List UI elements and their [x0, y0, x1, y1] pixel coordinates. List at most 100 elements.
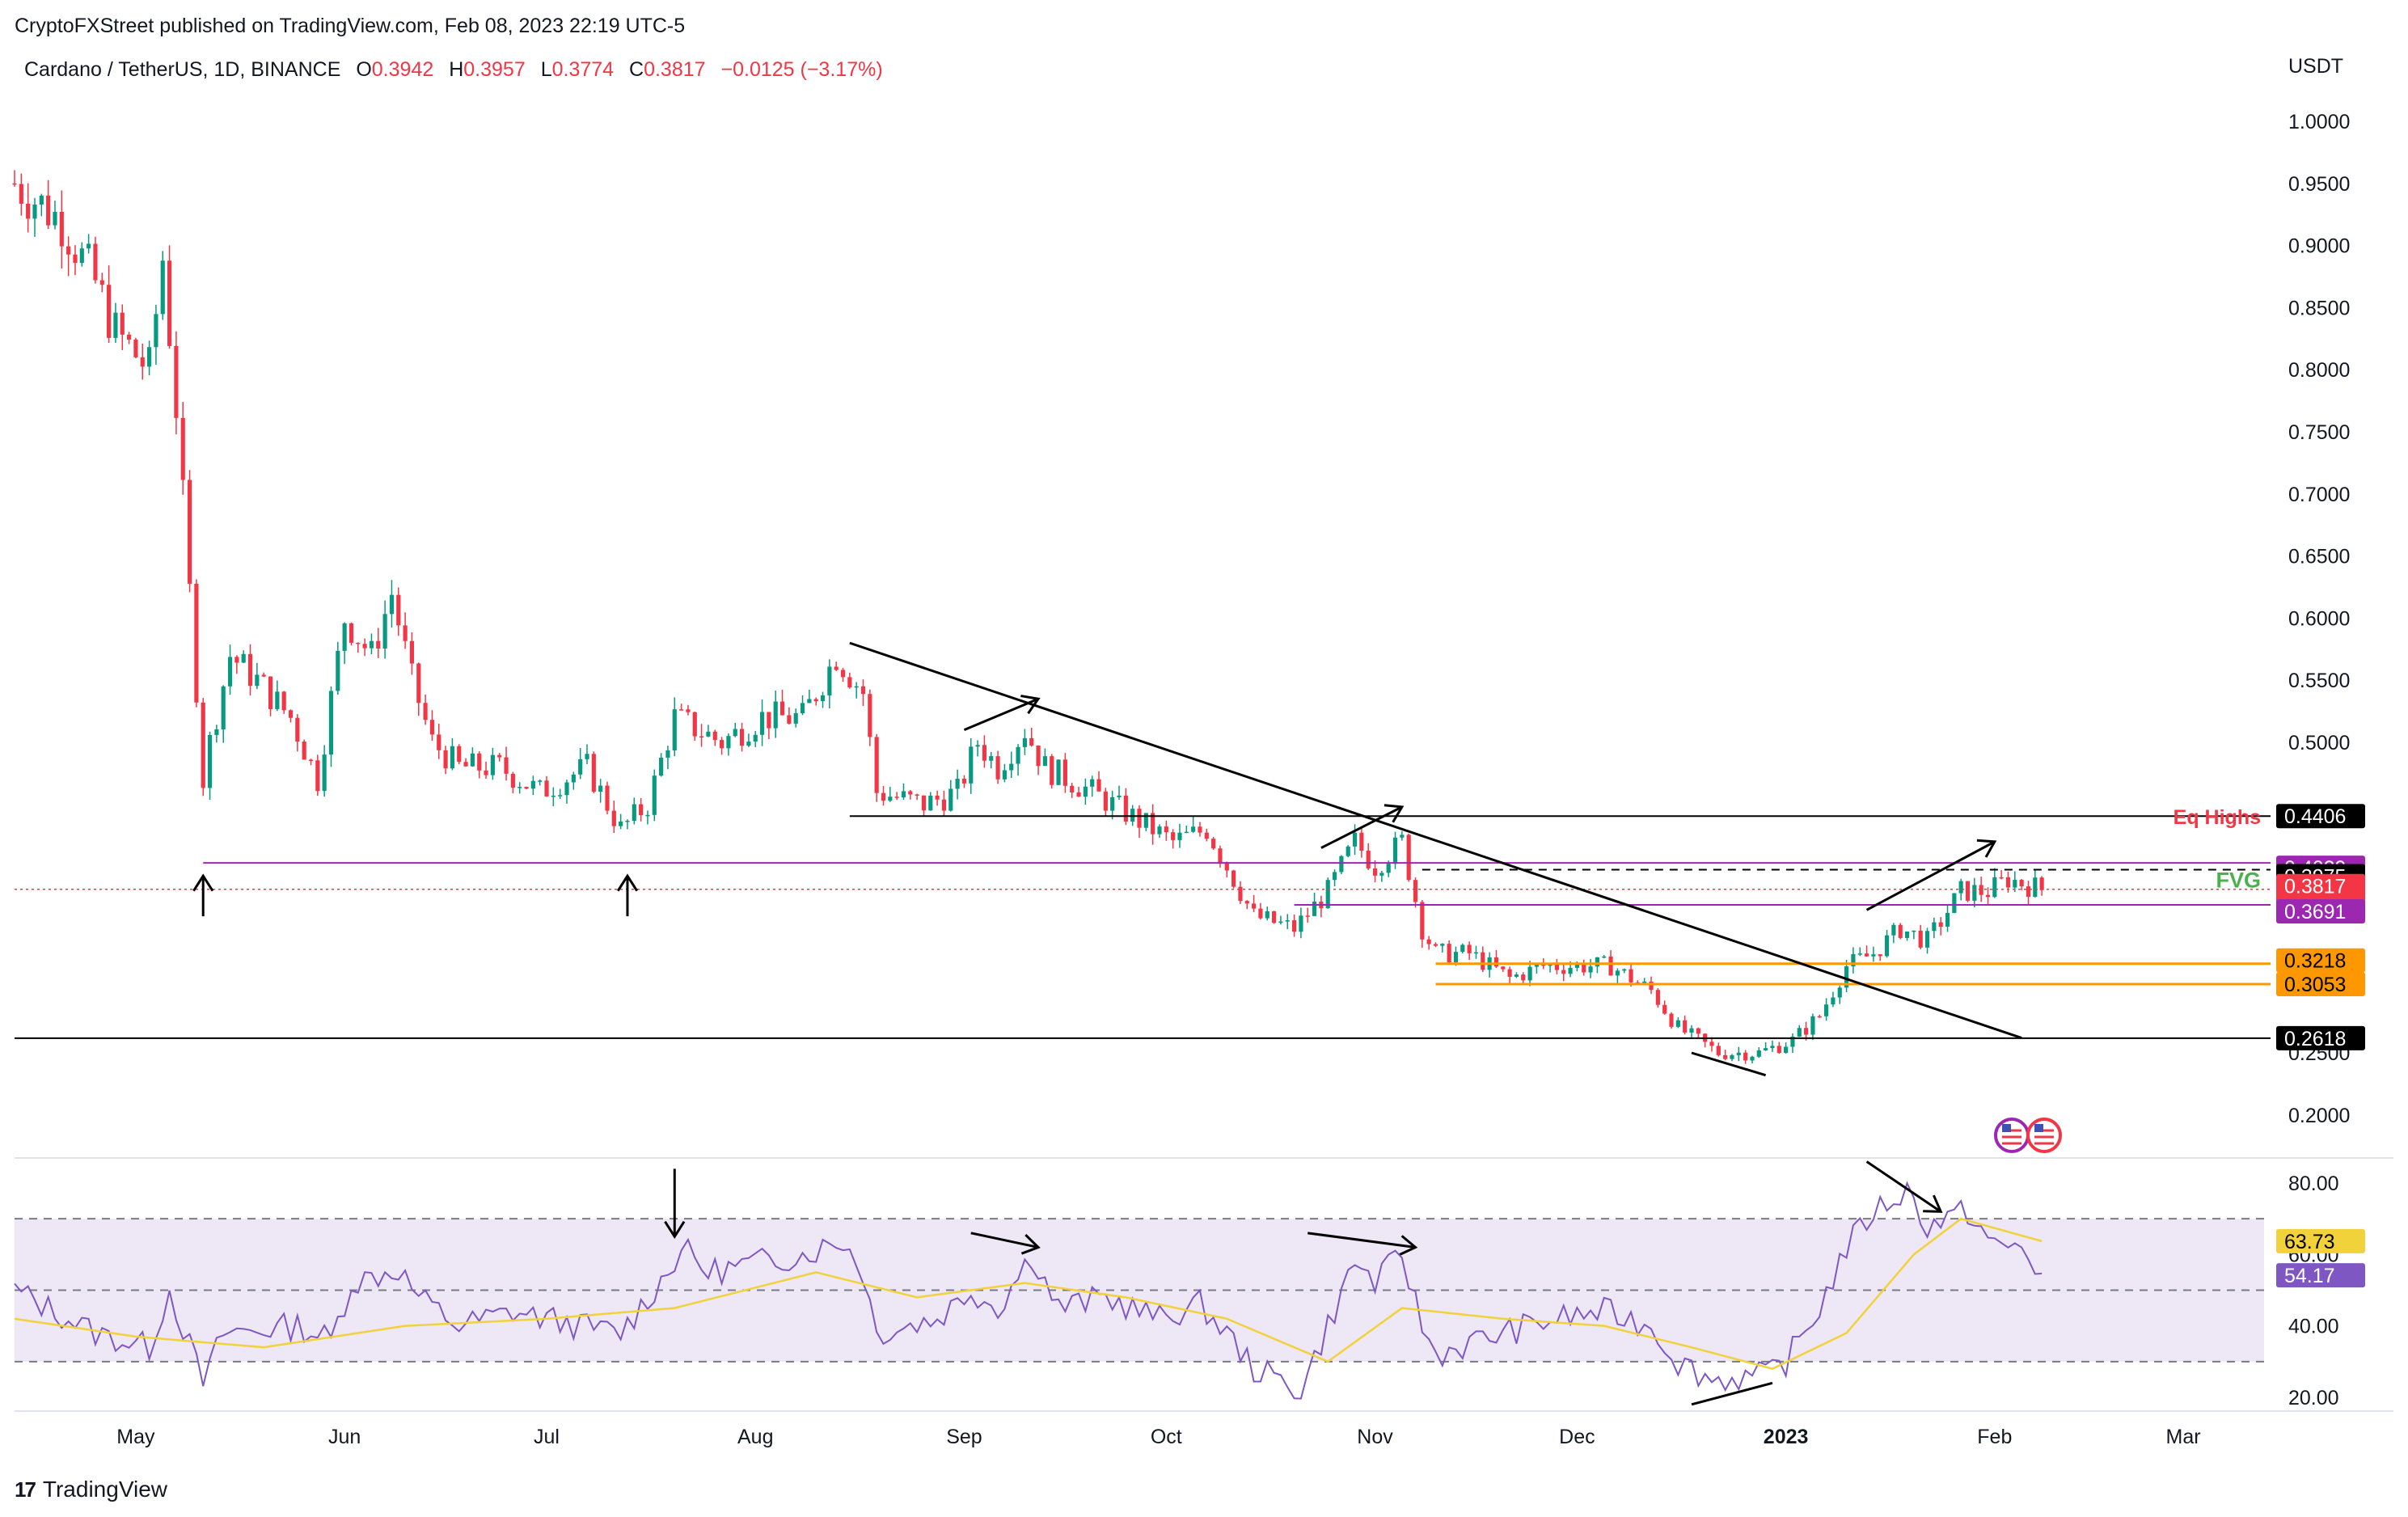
- tradingview-brand[interactable]: 17 TradingView: [15, 1477, 167, 1502]
- candle-body: [975, 745, 980, 747]
- date-tick-label: Jun: [328, 1426, 361, 1448]
- candle-body: [1171, 832, 1176, 840]
- candle-body: [1346, 846, 1350, 856]
- rsi-trendline: [1691, 1381, 1773, 1406]
- candle-body: [901, 791, 906, 798]
- candle-body: [1244, 901, 1249, 904]
- candle-body: [719, 740, 725, 749]
- candle-body: [625, 820, 630, 822]
- candle-body: [1103, 791, 1108, 811]
- candle-body: [1804, 1028, 1809, 1035]
- candle-body: [362, 644, 367, 649]
- candle-body: [484, 770, 488, 775]
- candle-body: [672, 709, 677, 750]
- candle-body: [1218, 848, 1223, 863]
- candle-body: [1433, 944, 1438, 946]
- candle-body: [409, 640, 415, 664]
- candle-body: [1979, 885, 1983, 895]
- price-tick-label: 0.2000: [2288, 1105, 2350, 1127]
- candle-body: [1460, 944, 1465, 953]
- candle-body: [1864, 953, 1869, 957]
- candle-body: [1473, 952, 1479, 954]
- candle-body: [854, 686, 859, 688]
- rsi-band-layer: [15, 1218, 2264, 1363]
- date-tick-label: Nov: [1357, 1426, 1393, 1448]
- candle-body: [787, 715, 792, 724]
- candle-body: [241, 653, 246, 663]
- open-label: O: [356, 58, 372, 81]
- candle-body: [342, 623, 347, 651]
- candle-body: [1198, 826, 1202, 833]
- candle-body: [652, 775, 657, 815]
- rsi-tick-label: 40.00: [2288, 1316, 2339, 1338]
- candle-body: [1730, 1054, 1734, 1059]
- candle-body: [686, 709, 691, 712]
- candle-body: [79, 248, 84, 264]
- candle-body: [1164, 826, 1168, 833]
- candle-body: [497, 754, 502, 758]
- candle-body: [1629, 969, 1633, 982]
- candle-body: [1076, 792, 1081, 797]
- candle-body: [73, 254, 78, 264]
- candle-body: [477, 753, 482, 771]
- candle-body: [551, 795, 556, 797]
- candle-body: [1036, 745, 1041, 767]
- open-value: 0.3942: [371, 58, 434, 81]
- rsi-tick-label: 80.00: [2288, 1173, 2339, 1195]
- candle-body: [107, 285, 112, 338]
- svg-text:63.73: 63.73: [2284, 1231, 2335, 1253]
- candle-body: [1372, 868, 1378, 876]
- close-label: C: [629, 58, 644, 81]
- trendline: [1691, 1051, 1767, 1077]
- candle-body: [847, 677, 852, 688]
- candle-body: [1501, 966, 1506, 970]
- candle-body: [1056, 759, 1061, 785]
- candle-body: [154, 314, 158, 348]
- candle-body: [1002, 770, 1007, 780]
- candle-body: [1568, 967, 1573, 974]
- grid-layer: [15, 1157, 2393, 1412]
- price-axis-label: 0.3691: [2276, 899, 2365, 924]
- candle-body: [1258, 908, 1263, 919]
- candle-body: [2005, 877, 2011, 888]
- candle-body: [1467, 944, 1472, 953]
- candle-body: [1756, 1050, 1761, 1057]
- candle-body: [961, 778, 967, 784]
- candle-body: [767, 712, 771, 729]
- candle-body: [1884, 935, 1890, 957]
- candle-body: [1521, 974, 1526, 981]
- rsi-trendline: [1308, 1232, 1416, 1249]
- date-tick-label: May: [116, 1426, 155, 1448]
- candle-body: [510, 773, 515, 788]
- price-axis-label: 0.4406: [2276, 804, 2365, 829]
- candle-body: [1857, 953, 1862, 955]
- candle-body: [328, 691, 334, 755]
- candle-body: [1972, 885, 1977, 901]
- rsi-ma-line: [14, 1217, 2043, 1370]
- arrowhead: [1020, 695, 1041, 715]
- candle-body: [187, 480, 192, 584]
- candle-body: [504, 757, 509, 774]
- candle-body: [180, 417, 185, 480]
- price-labels-layer: 0.44060.40290.39750.381720:40:330.36910.…: [2276, 804, 2365, 1288]
- candle-body: [1952, 893, 1957, 913]
- candle-body: [1392, 837, 1398, 864]
- candle-body: [578, 758, 583, 775]
- candle-body: [1157, 826, 1162, 835]
- candle-body: [989, 756, 994, 761]
- candle-body: [308, 759, 314, 761]
- candle-body: [928, 795, 933, 811]
- candle-body: [955, 778, 960, 789]
- candle-body: [800, 703, 805, 714]
- candle-body: [1481, 952, 1485, 970]
- us-flag-icon: [1994, 1118, 2030, 1153]
- candle-body: [1891, 924, 1896, 936]
- candle-body: [46, 195, 51, 226]
- candle-body: [1709, 1042, 1714, 1046]
- candle-body: [1561, 970, 1566, 974]
- candle-body: [1912, 930, 1916, 932]
- candle-body: [261, 674, 266, 677]
- candle-body: [759, 712, 765, 735]
- candle-body: [255, 674, 260, 687]
